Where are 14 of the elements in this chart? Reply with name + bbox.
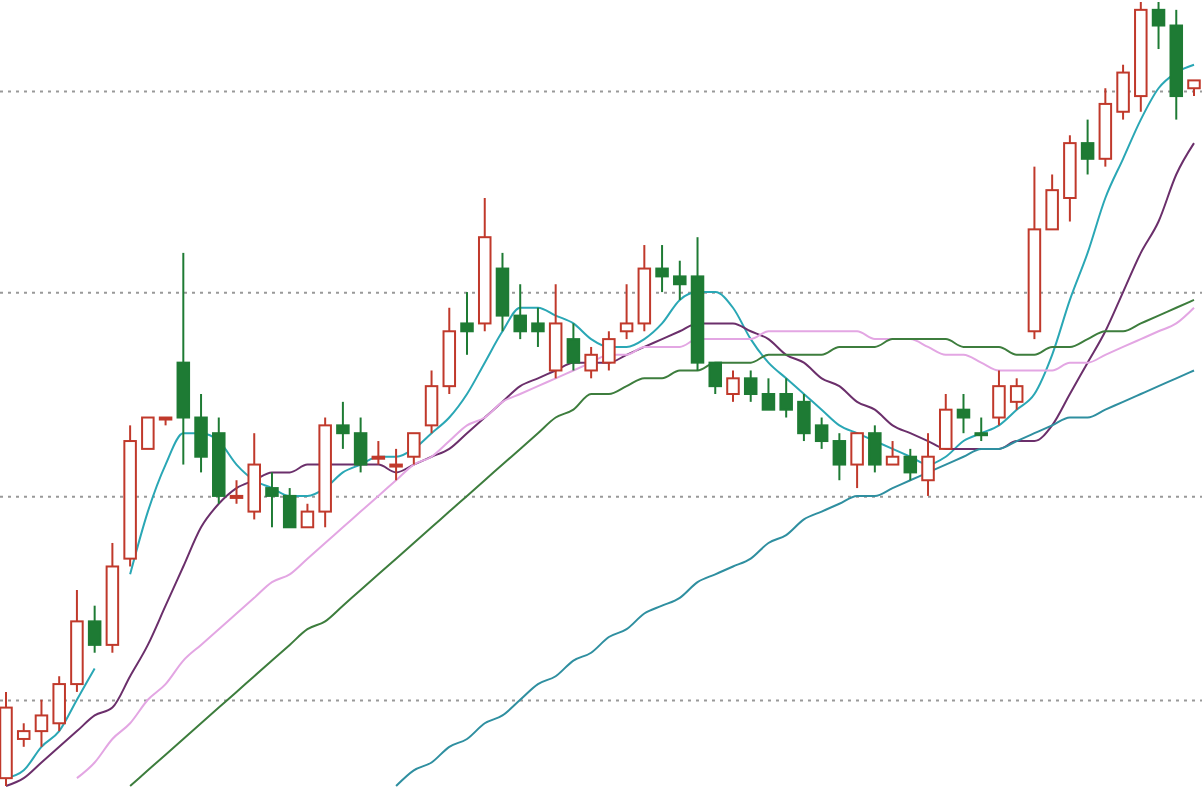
candlestick: [460, 291, 474, 356]
candlestick: [956, 393, 971, 435]
candlestick: [34, 698, 49, 748]
candlestick: [531, 306, 545, 348]
candlestick: [194, 393, 208, 474]
candlestick: [673, 259, 687, 301]
candlestick: [655, 244, 669, 294]
candlestick: [495, 251, 510, 333]
candlestick: [1169, 8, 1184, 121]
candlestick: [176, 251, 191, 466]
candlestick: [1080, 118, 1095, 176]
candlestick: [265, 471, 279, 529]
candlestick: [336, 400, 350, 450]
candlestick: [921, 432, 935, 497]
